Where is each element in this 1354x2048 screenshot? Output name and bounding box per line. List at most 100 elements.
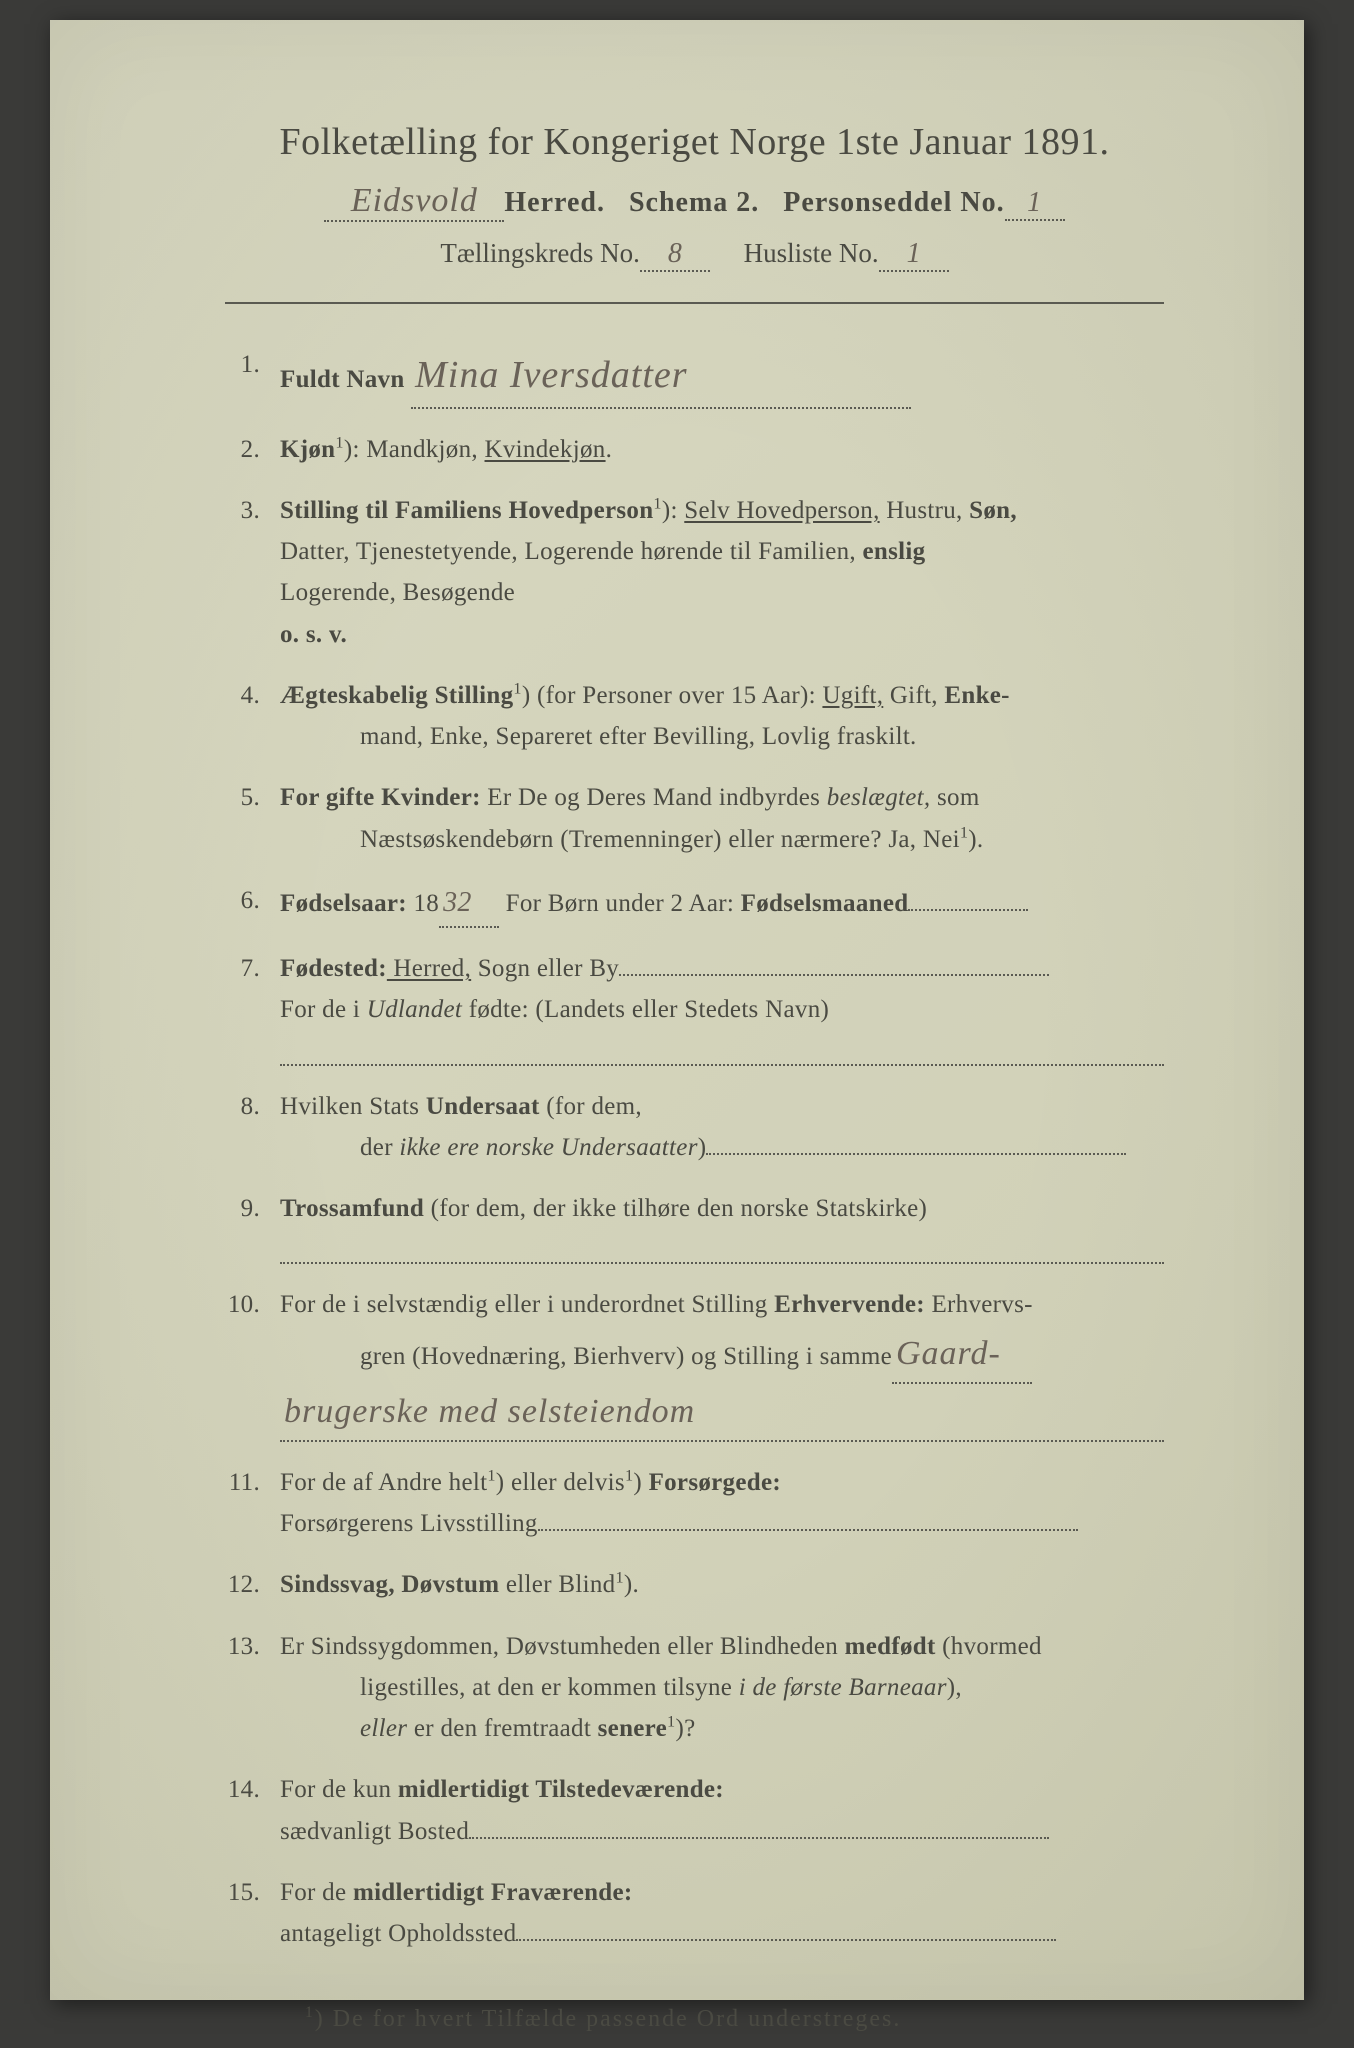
- line3a: eller: [360, 1715, 407, 1742]
- bold1: Erhvervende:: [774, 1291, 925, 1318]
- item-content: Trossamfund (for dem, der ikke tilhøre d…: [280, 1188, 1164, 1264]
- document-header: Folketælling for Kongeriget Norge 1ste J…: [225, 120, 1164, 272]
- rest2: Hustru,: [880, 497, 970, 524]
- line3c: )?: [675, 1715, 695, 1742]
- blank-line: [280, 1031, 1164, 1066]
- italic1: i de første Barneaar: [739, 1674, 947, 1701]
- blank: [516, 1939, 1056, 1941]
- item-num: 11.: [225, 1462, 280, 1545]
- period: .: [606, 436, 613, 463]
- item-content: Sindssvag, Døvstum eller Blind1).: [280, 1564, 1164, 1605]
- herred-handwritten: Eidsvold: [324, 182, 504, 222]
- item-content: For de af Andre helt1) eller delvis1) Fo…: [280, 1462, 1164, 1545]
- bold1: Forsørgede:: [649, 1469, 781, 1496]
- rest: ) (for Personer over 15 Aar):: [522, 682, 823, 709]
- line2end: ).: [968, 826, 983, 853]
- under1: Selv Hovedperson,: [684, 497, 879, 524]
- line1b: Erhvervs-: [925, 1291, 1033, 1318]
- item-content: For de i selvstændig eller i underordnet…: [280, 1284, 1164, 1441]
- item-content: Ægteskabelig Stilling1) (for Personer ov…: [280, 675, 1164, 758]
- line1a: For de af Andre helt: [280, 1469, 487, 1496]
- bold2: senere: [598, 1715, 667, 1742]
- line2: sædvanligt Bosted: [280, 1818, 469, 1845]
- item-num: 4.: [225, 675, 280, 758]
- sup: 1: [335, 433, 343, 451]
- item-2: 2. Kjøn1): Mandkjøn, Kvindekjøn.: [225, 429, 1164, 470]
- schema-label: Schema 2.: [629, 187, 759, 218]
- sup: 1: [615, 1569, 623, 1587]
- bold1: Søn,: [969, 497, 1017, 524]
- rest: Sogn eller By: [471, 955, 619, 982]
- item-num: 9.: [225, 1188, 280, 1264]
- personseddel-label: Personseddel No.: [783, 187, 1004, 218]
- year-hand: 32: [439, 880, 499, 928]
- bold1: Enke-: [944, 682, 1009, 709]
- line2: For de i: [280, 996, 367, 1023]
- italic1: beslægtet,: [827, 784, 931, 811]
- line3b: er den fremtraadt: [407, 1715, 597, 1742]
- blank: [908, 909, 1028, 911]
- line2: antageligt Opholdssted: [280, 1920, 516, 1947]
- item-content: Kjøn1): Mandkjøn, Kvindekjøn.: [280, 429, 1164, 470]
- line2-wrap: der ikke ere norske Undersaatter): [280, 1127, 706, 1168]
- form-items: 1. Fuldt Navn Mina Iversdatter 2. Kjøn1)…: [225, 344, 1164, 1954]
- item-12: 12. Sindssvag, Døvstum eller Blind1).: [225, 1564, 1164, 1605]
- item-14: 14. For de kun midlertidigt Tilstedevære…: [225, 1769, 1164, 1852]
- blank: [538, 1529, 1078, 1531]
- bold2: enslig: [863, 538, 926, 565]
- blank: [469, 1837, 1049, 1839]
- bold1: medfødt: [845, 1633, 936, 1660]
- bold1: Trossamfund: [280, 1195, 424, 1222]
- line2a: gren (Hovednæring, Bierhverv) og Stillin…: [280, 1336, 892, 1377]
- end: ).: [624, 1571, 639, 1598]
- item-content: Stilling til Familiens Hovedperson1): Se…: [280, 490, 1164, 655]
- line2b: fødte: (Landets eller Stedets Navn): [462, 996, 829, 1023]
- item-6: 6. Fødselsaar: 1832 For Børn under 2 Aar…: [225, 880, 1164, 928]
- item-num: 6.: [225, 880, 280, 928]
- bold1: midlertidigt Tilstedeværende:: [398, 1776, 724, 1803]
- item-9: 9. Trossamfund (for dem, der ikke tilhør…: [225, 1188, 1164, 1264]
- husliste-label: Husliste No.: [744, 238, 879, 268]
- item-content: Er Sindssygdommen, Døvstumheden eller Bl…: [280, 1626, 1164, 1750]
- line1a: For de: [280, 1879, 353, 1906]
- line2: mand, Enke, Separeret efter Bevilling, L…: [280, 716, 917, 757]
- line4: o. s. v.: [280, 621, 347, 648]
- item-3: 3. Stilling til Familiens Hovedperson1):…: [225, 490, 1164, 655]
- label: Stilling til Familiens Hovedperson: [280, 497, 653, 524]
- rest: ): Mandkjøn,: [344, 436, 485, 463]
- taellingskreds-label: Tællingskreds No.: [440, 238, 640, 268]
- item-5: 5. For gifte Kvinder: Er De og Deres Man…: [225, 777, 1164, 860]
- line1b: ) eller delvis: [496, 1469, 625, 1496]
- rest: For Børn under 2 Aar:: [499, 890, 741, 917]
- item-num: 1.: [225, 344, 280, 409]
- item-num: 13.: [225, 1626, 280, 1750]
- personseddel-no: 1: [1005, 187, 1065, 221]
- item-num: 15.: [225, 1872, 280, 1955]
- line1c: ): [633, 1469, 648, 1496]
- header-line-2: EidsvoldHerred. Schema 2. Personseddel N…: [225, 182, 1164, 222]
- line1a: Er Sindssygdommen, Døvstumheden eller Bl…: [280, 1633, 845, 1660]
- line1a: For de kun: [280, 1776, 398, 1803]
- blank: [619, 974, 1049, 976]
- item-num: 7.: [225, 948, 280, 1066]
- item-content: Fødselsaar: 1832 For Børn under 2 Aar: F…: [280, 880, 1164, 928]
- bold1: Sindssvag, Døvstum: [280, 1571, 499, 1598]
- under1: Herred,: [387, 955, 471, 982]
- italic1: ikke ere norske Undersaatter: [399, 1134, 697, 1161]
- item-content: Fødested: Herred, Sogn eller By For de i…: [280, 948, 1164, 1066]
- item-content: Hvilken Stats Undersaat (for dem, der ik…: [280, 1086, 1164, 1169]
- item-1: 1. Fuldt Navn Mina Iversdatter: [225, 344, 1164, 409]
- document-page: Folketælling for Kongeriget Norge 1ste J…: [50, 20, 1304, 2000]
- item-num: 3.: [225, 490, 280, 655]
- item-num: 10.: [225, 1284, 280, 1441]
- label: Fødested:: [280, 955, 387, 982]
- year-pre: 18: [407, 890, 439, 917]
- bold1: midlertidigt Fraværende:: [353, 1879, 633, 1906]
- line2b: ),: [947, 1674, 962, 1701]
- footnote-text: ) De for hvert Tilfælde passende Ord und…: [315, 2006, 902, 2032]
- herred-label: Herred.: [504, 187, 605, 218]
- bold1: Undersaat: [426, 1093, 540, 1120]
- item-num: 5.: [225, 777, 280, 860]
- bold2: Fødselsmaaned: [741, 890, 909, 917]
- item-8: 8. Hvilken Stats Undersaat (for dem, der…: [225, 1086, 1164, 1169]
